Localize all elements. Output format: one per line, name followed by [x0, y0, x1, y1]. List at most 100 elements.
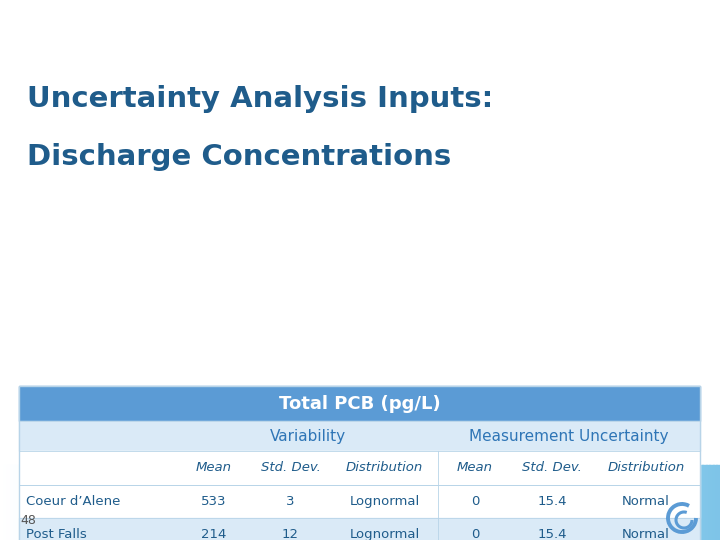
Bar [108, 465, 112, 540]
Bar [713, 465, 717, 540]
Bar [608, 465, 613, 540]
Bar [331, 465, 336, 540]
Bar [461, 465, 465, 540]
Bar [414, 465, 418, 540]
Bar [151, 465, 156, 540]
Bar [248, 465, 253, 540]
Bar [421, 465, 426, 540]
Bar [475, 465, 480, 540]
Bar [119, 465, 123, 540]
Bar [486, 465, 490, 540]
Bar [241, 465, 246, 540]
Bar [140, 465, 145, 540]
Bar [83, 465, 87, 540]
Bar [317, 465, 321, 540]
Bar [511, 465, 516, 540]
Bar [410, 465, 415, 540]
Text: Discharge Concentrations: Discharge Concentrations [27, 143, 451, 171]
Bar [385, 465, 390, 540]
Bar [166, 465, 170, 540]
Bar [630, 465, 634, 540]
Bar [50, 465, 55, 540]
Bar [594, 465, 598, 540]
Bar [389, 465, 393, 540]
Bar [292, 465, 296, 540]
Bar [554, 465, 559, 540]
Bar [680, 465, 685, 540]
Bar [112, 465, 116, 540]
Bar [637, 465, 642, 540]
Bar [508, 465, 512, 540]
Bar [493, 465, 498, 540]
Text: 0: 0 [471, 495, 479, 508]
Text: Total PCB (pg/L): Total PCB (pg/L) [279, 395, 441, 413]
Bar [90, 465, 94, 540]
Bar [302, 465, 307, 540]
Bar [450, 465, 454, 540]
Bar [572, 465, 577, 540]
Bar [673, 465, 678, 540]
Text: Normal: Normal [622, 528, 670, 540]
Bar [428, 465, 433, 540]
Bar [623, 465, 627, 540]
Bar [68, 465, 73, 540]
Bar [19, 518, 700, 540]
Bar [349, 465, 354, 540]
Bar [324, 465, 328, 540]
Bar [648, 465, 652, 540]
Bar [436, 465, 440, 540]
Text: 15.4: 15.4 [537, 495, 567, 508]
Bar [695, 465, 699, 540]
Bar [544, 465, 548, 540]
Bar [706, 465, 710, 540]
Bar [616, 465, 620, 540]
Bar [562, 465, 566, 540]
Bar [40, 465, 44, 540]
Bar [644, 465, 649, 540]
Bar [256, 465, 260, 540]
Bar [230, 465, 235, 540]
Bar [446, 465, 451, 540]
Text: 533: 533 [201, 495, 226, 508]
Bar [371, 465, 375, 540]
Bar [198, 465, 202, 540]
Text: Lognormal: Lognormal [349, 528, 420, 540]
Bar [320, 465, 325, 540]
Bar [659, 465, 663, 540]
Bar [104, 465, 109, 540]
Bar [490, 465, 494, 540]
Bar [184, 465, 188, 540]
Text: Post Falls: Post Falls [27, 528, 87, 540]
Bar [0, 0, 720, 465]
Text: Distribution: Distribution [608, 461, 685, 475]
Bar [378, 465, 382, 540]
Bar [270, 465, 274, 540]
Bar [360, 465, 364, 540]
Bar [382, 465, 386, 540]
Bar [245, 465, 249, 540]
Bar [158, 465, 163, 540]
Text: Measurement Uncertainty: Measurement Uncertainty [469, 429, 669, 443]
Bar [18, 465, 22, 540]
Bar [130, 465, 134, 540]
Bar [162, 465, 166, 540]
Text: Variability: Variability [270, 429, 346, 443]
Bar [126, 465, 130, 540]
Bar [47, 465, 51, 540]
Text: Lognormal: Lognormal [349, 495, 420, 508]
Bar [518, 465, 523, 540]
Bar [583, 465, 588, 540]
Bar [468, 465, 472, 540]
Bar [155, 465, 159, 540]
Bar [133, 465, 138, 540]
Bar [504, 465, 508, 540]
Bar [144, 465, 148, 540]
Bar [698, 465, 703, 540]
Bar [284, 465, 289, 540]
Text: Distribution: Distribution [346, 461, 423, 475]
Bar [418, 465, 422, 540]
Bar [76, 465, 80, 540]
Bar [72, 465, 76, 540]
Bar [558, 465, 562, 540]
Bar [277, 465, 282, 540]
